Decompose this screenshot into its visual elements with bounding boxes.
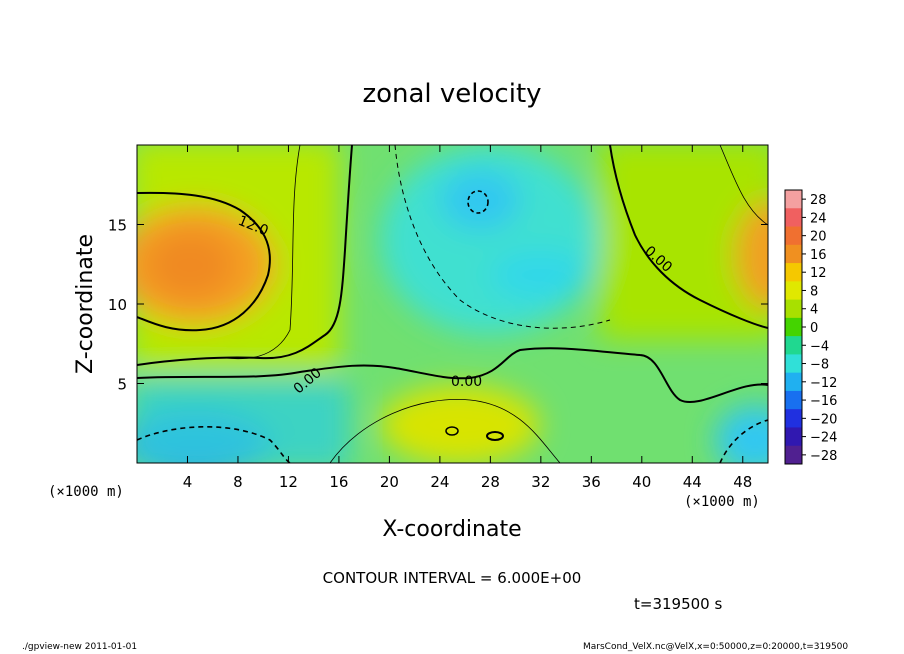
contour-zero-lower (137, 347, 768, 403)
field-left-core (145, 230, 235, 300)
colorbar-label: 0 (810, 321, 818, 336)
x-tick-label: 28 (481, 473, 500, 491)
contour-neg-bottom-left (137, 426, 291, 463)
contour-12-left (137, 191, 271, 332)
x-tick-label: 24 (430, 473, 449, 491)
contour-neg-center-core (467, 190, 489, 214)
heatmap-field: 12.0 0.00 0.00 0.00 (137, 145, 768, 463)
colorbar-swatch (785, 354, 802, 374)
colorbar-swatch (785, 190, 802, 209)
contour-12-bottom (486, 431, 504, 441)
colorbar-label: −16 (810, 394, 837, 409)
field-center-core (440, 170, 520, 230)
x-axis-title: X-coordinate (382, 517, 521, 542)
contour-12-bottom-small (445, 426, 459, 436)
colorbar-label: 28 (810, 193, 827, 208)
x-tick-label: 12 (279, 473, 298, 491)
chart-title: zonal velocity (362, 79, 541, 109)
contour-lines (137, 145, 768, 463)
colorbar-label: 24 (810, 211, 827, 226)
colorbar-swatch (785, 336, 802, 355)
x-tick-label: 32 (531, 473, 550, 491)
y-tick-label: 15 (108, 217, 127, 235)
x-tick-label: 48 (733, 473, 752, 491)
y-ticks: 5 10 15 (108, 217, 768, 394)
colorbar-swatch (785, 445, 802, 465)
colorbar-label: 20 (810, 230, 827, 245)
colorbar-swatch (785, 244, 802, 264)
contour-zero-right (609, 145, 768, 329)
x-tick-label: 36 (582, 473, 601, 491)
colorbar-label: −24 (810, 431, 837, 446)
field-bottom-right-neg (715, 405, 768, 463)
colorbar-label: −4 (810, 339, 829, 354)
colorbar-swatch (785, 409, 802, 428)
colorbar-swatch (785, 372, 802, 392)
colorbar-swatch (785, 427, 802, 447)
x-tick-label: 16 (329, 473, 348, 491)
footer-right: MarsCond_VelX.nc@VelX,x=0:50000,z=0:2000… (583, 642, 848, 652)
y-tick-label: 10 (108, 296, 127, 314)
colorbar-swatch (785, 390, 802, 410)
field-center-lower (490, 250, 590, 300)
colorbar-label: 8 (810, 284, 818, 299)
colorbar-label: 4 (810, 303, 818, 318)
time-text: t=319500 s (634, 595, 722, 613)
contour-interval-text: CONTOUR INTERVAL = 6.000E+00 (323, 569, 582, 587)
colorbar-label: 12 (810, 266, 827, 281)
x-tick-label: 40 (632, 473, 651, 491)
colorbar-swatch (785, 263, 802, 282)
colorbar-label: −8 (810, 358, 829, 373)
footer-left: ./gpview-new 2011-01-01 (22, 642, 137, 652)
contour-6-bottom (329, 398, 561, 463)
x-tick-label: 4 (183, 473, 193, 491)
colorbar-label: −28 (810, 449, 837, 464)
colorbar-swatch (785, 281, 802, 301)
colorbar-swatch (785, 208, 802, 228)
colorbar: 28 24 20 16 12 8 4 0 −4 −8 −12 −16 −20 −24 −28 (784, 189, 837, 465)
x-tick-label: 20 (380, 473, 399, 491)
contour-6-right (719, 145, 768, 226)
contour-6-left (224, 145, 301, 360)
field-bottom-center-pos (380, 385, 540, 463)
x-unit-label-left: (×1000 m) (48, 484, 124, 500)
y-tick-label: 5 (117, 376, 127, 394)
y-axis-title: Z-coordinate (73, 234, 98, 374)
colorbar-label: 16 (810, 248, 827, 263)
contour-neg-center (394, 145, 611, 329)
colorbar-label: −20 (810, 412, 837, 427)
x-ticks: 4 8 12 16 20 24 28 32 36 40 44 48 (183, 145, 752, 491)
colorbar-label: −12 (810, 376, 837, 391)
contour-label-zero-lower: 0.00 (451, 374, 482, 390)
field-blobs (137, 145, 768, 463)
x-unit-label-right: (×1000 m) (684, 494, 760, 510)
x-tick-label: 44 (683, 473, 702, 491)
field-right-max (735, 200, 768, 310)
colorbar-swatch (785, 226, 802, 246)
colorbar-swatch (785, 299, 802, 319)
colorbar-swatch (785, 317, 802, 337)
field-bottom-left-band (137, 380, 350, 463)
contour-zero-left (137, 145, 353, 366)
x-tick-label: 8 (233, 473, 243, 491)
